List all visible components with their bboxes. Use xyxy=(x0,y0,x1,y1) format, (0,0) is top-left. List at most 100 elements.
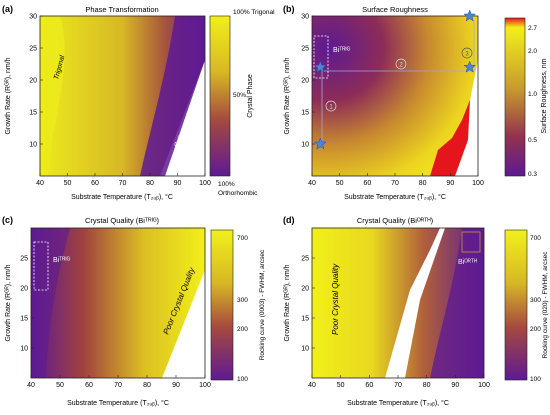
x-tick-label: 80 xyxy=(423,382,431,389)
star-marker xyxy=(463,60,477,73)
colorbar-tick: Orthorhombic xyxy=(218,190,258,197)
y-tick-label: 10 xyxy=(29,142,37,149)
step-marker-ring xyxy=(461,47,473,59)
plot-area xyxy=(311,227,485,379)
colorbar-tick: 200 xyxy=(237,326,248,333)
y-axis-label: Growth Rate (Rᴳᴿ), nm/h xyxy=(5,264,12,341)
selection-box-bitrig xyxy=(33,241,49,291)
x-tick-label: 70 xyxy=(119,180,127,187)
x-axis-label: Substrate Temperature (T₂ᵤᵦ), °C xyxy=(67,399,169,407)
panel-letter: (a) xyxy=(2,4,13,14)
colorbar-title: Rocking curve (020) - FWHM, arcsec xyxy=(542,251,549,359)
step-marker-label: 1 xyxy=(329,105,333,111)
colorbar-tick: 700 xyxy=(530,235,541,242)
colorbar-tick: 100 xyxy=(530,376,541,383)
step-marker-ring xyxy=(325,100,337,112)
colorbar-tick: 100% Trigonal xyxy=(233,9,275,16)
colorbar: 2.7 2.0 1.0 0.5 0.3 Surface Roughness, n… xyxy=(504,17,548,178)
selection-box-bitrig xyxy=(313,35,329,79)
colorbar-tick: 300 xyxy=(530,297,541,304)
y-tick-label: 25 xyxy=(20,256,28,263)
step-marker-3: 3 xyxy=(461,47,473,59)
plot-area xyxy=(30,227,206,379)
colorbar-tick: 0.5 xyxy=(528,137,537,144)
star-marker xyxy=(463,9,477,22)
x-tick-label: 60 xyxy=(365,382,373,389)
colorbar: 700 300 200 100 Rocking curve (0003) - F… xyxy=(210,229,266,383)
colorbar-tick: 2.0 xyxy=(528,48,537,55)
y-ticks: 10 15 20 25 xyxy=(301,256,315,353)
x-ticks: 40 50 60 70 80 90 100 xyxy=(27,375,211,389)
colorbar-title: Surface Roughness, nm xyxy=(541,58,548,133)
x-tick-label: 40 xyxy=(36,180,44,187)
y-tick-label: 20 xyxy=(29,78,37,85)
x-tick-label: 100 xyxy=(472,180,484,187)
x-tick-label: 50 xyxy=(56,382,64,389)
panel-b: (b) Surface Roughness Biᵀᴿᴵᴳ 1 2 3 40 50 6… xyxy=(283,4,548,201)
x-tick-label: 80 xyxy=(419,180,427,187)
y-tick-label: 30 xyxy=(301,14,309,21)
colorbar-title: Crystal Phase xyxy=(247,74,254,118)
y-tick-label: 10 xyxy=(301,142,309,149)
x-tick-label: 50 xyxy=(337,382,345,389)
selection-box-biorth xyxy=(461,231,481,253)
panel-a: (a) Phase Transformation Trigonal Orthor… xyxy=(2,4,275,201)
colorbar-tick: 2.7 xyxy=(528,25,537,32)
x-ticks: 40 50 60 70 80 90 100 xyxy=(36,173,211,187)
annotation-bitrig: Biᵀᴿᴵᴳ xyxy=(333,47,351,54)
y-ticks: 10 15 20 25 xyxy=(20,256,34,353)
panel-title: Phase Transformation xyxy=(85,5,158,14)
step-marker-label: 3 xyxy=(465,52,469,58)
plot-area xyxy=(311,15,479,177)
colorbar-bar xyxy=(504,17,526,177)
panel-title: Surface Roughness xyxy=(362,5,428,14)
y-tick-label: 20 xyxy=(20,286,28,293)
colorbar-tick: 100% xyxy=(218,181,235,188)
x-ticks: 40 50 60 70 80 90 100 xyxy=(308,173,484,187)
x-tick-label: 100 xyxy=(199,180,211,187)
x-tick-label: 40 xyxy=(308,180,316,187)
y-axis-label: Growth Rate (Rᴳᴿ), nm/h xyxy=(5,57,12,134)
x-tick-label: 60 xyxy=(363,180,371,187)
colorbar-tick: 1.0 xyxy=(528,91,537,98)
x-tick-label: 90 xyxy=(172,382,180,389)
step-marker-1: 1 xyxy=(325,100,337,112)
panel-title: Crystal Quality (Biᴼᴿᵀᴴ) xyxy=(357,216,434,225)
colorbar-bar xyxy=(504,229,528,381)
colorbar-tick: 0.3 xyxy=(528,171,537,178)
x-axis-label: Substrate Temperature (T₂ᵤᵦ), °C xyxy=(71,193,173,201)
y-tick-label: 15 xyxy=(20,316,28,323)
star-marker xyxy=(313,137,327,150)
colorbar-tick: 700 xyxy=(237,235,248,242)
colorbar-bar xyxy=(209,15,231,177)
panel-d: (d) Crystal Quality (Biᴼᴿᵀᴴ) Biᴼᴿᵀᴴ Poor… xyxy=(283,215,549,407)
x-tick-label: 70 xyxy=(391,180,399,187)
star-marker xyxy=(313,60,327,73)
heatmap-region-high-roughness xyxy=(430,100,470,176)
panel-letter: (d) xyxy=(283,215,295,225)
y-tick-label: 15 xyxy=(301,110,309,117)
colorbar-tick: 300 xyxy=(237,297,248,304)
y-tick-label: 15 xyxy=(29,110,37,117)
x-tick-label: 50 xyxy=(64,180,72,187)
x-axis-label: Substrate Temperature (T₂ᵤᵦ), °C xyxy=(344,193,446,201)
y-axis-label: Growth Rate (Rᴳᴿ), nm/h xyxy=(284,264,291,341)
x-tick-label: 70 xyxy=(114,382,122,389)
y-ticks: 10 15 20 25 30 xyxy=(301,14,315,149)
heatmap-region-low-fwhm xyxy=(31,228,70,378)
y-tick-label: 20 xyxy=(301,78,309,85)
x-tick-label: 90 xyxy=(446,180,454,187)
x-tick-label: 40 xyxy=(308,382,316,389)
x-tick-label: 40 xyxy=(27,382,35,389)
heatmap-blank-region xyxy=(162,270,205,378)
x-tick-label: 80 xyxy=(143,382,151,389)
x-tick-label: 60 xyxy=(85,382,93,389)
colorbar-bar xyxy=(210,229,234,381)
colorbar-tick: 100 xyxy=(237,376,248,383)
y-tick-label: 25 xyxy=(301,46,309,53)
colorbar: 700 300 200 100 Rocking curve (020) - FW… xyxy=(504,229,549,383)
step-marker-2: 2 xyxy=(395,58,407,70)
x-tick-label: 60 xyxy=(91,180,99,187)
x-tick-label: 70 xyxy=(394,382,402,389)
